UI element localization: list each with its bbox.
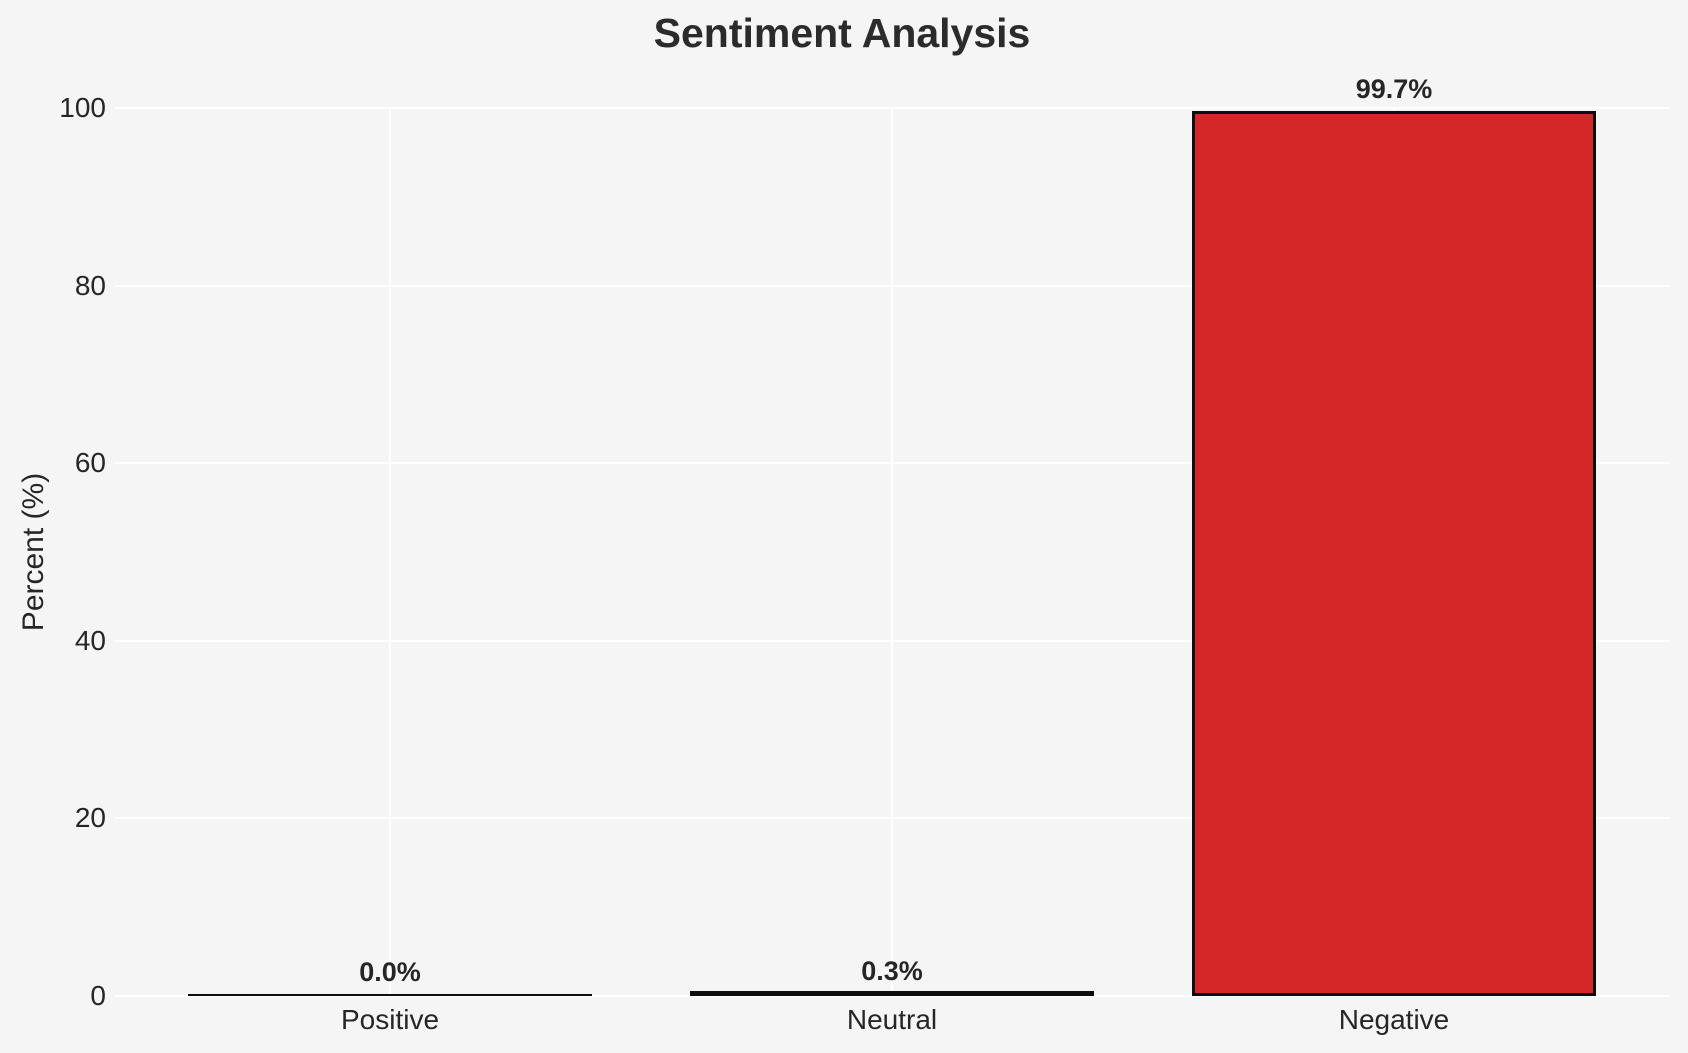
bar-positive xyxy=(188,994,592,996)
y-tick-label-100: 100 xyxy=(59,92,106,123)
y-tick-label-0: 0 xyxy=(90,980,106,1011)
y-tick-label-60: 60 xyxy=(74,447,106,479)
x-tick-label-positive: Positive xyxy=(340,1004,440,1035)
y-tick-label-40: 40 xyxy=(74,624,106,656)
bar-neutral xyxy=(690,991,1094,996)
bar-negative xyxy=(1192,110,1596,996)
bar-value-label-negative: 99.7% xyxy=(1355,73,1433,104)
bar-value-label-neutral: 0.3% xyxy=(861,956,923,987)
x-tick-label-negative: Negative xyxy=(1338,1004,1450,1035)
chart-title: Sentiment Analysis xyxy=(653,10,1031,56)
y-axis-label: Percent (%) xyxy=(17,472,50,632)
gridline-horizontal-0 xyxy=(115,995,1670,997)
x-tick-label-neutral: Neutral xyxy=(846,1004,938,1035)
gridline-vertical-positive xyxy=(389,108,391,996)
bar-value-label-positive: 0.0% xyxy=(359,957,421,987)
gridline-vertical-neutral xyxy=(891,108,893,996)
y-tick-label-20: 20 xyxy=(74,802,106,834)
y-tick-label-80: 80 xyxy=(74,269,106,301)
